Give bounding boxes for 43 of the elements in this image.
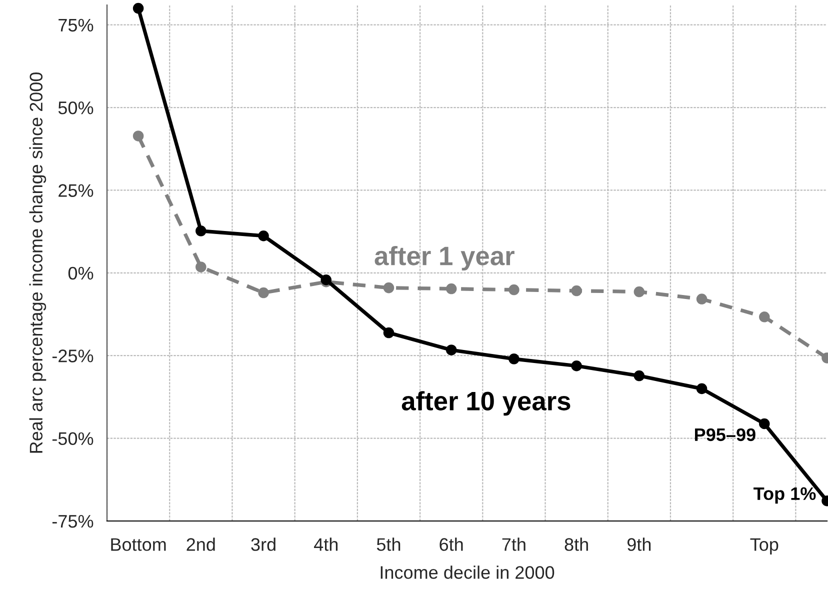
point <box>571 360 582 372</box>
y-tick-label: 25% <box>58 184 94 197</box>
y-tick-label: 50% <box>58 101 94 114</box>
point <box>383 327 394 338</box>
point <box>132 2 144 14</box>
y-tick-label: -75% <box>52 515 94 528</box>
point <box>759 418 770 430</box>
x-tick-label: 9th <box>627 538 651 551</box>
series-label: after 1 year <box>374 246 514 271</box>
point <box>446 283 457 294</box>
point <box>196 226 206 236</box>
annotation: P95–99 <box>695 428 756 442</box>
x-tick-label: Top <box>750 538 778 554</box>
point <box>696 383 708 394</box>
y-tick-label: -25% <box>52 350 94 362</box>
x-tick-label: 7th <box>502 538 526 551</box>
point <box>508 284 520 296</box>
x-axis-title: Income decile in 2000 <box>380 566 554 579</box>
point <box>696 294 708 304</box>
x-tick-label: Bottom <box>111 538 166 551</box>
point <box>132 130 144 142</box>
point <box>634 370 645 382</box>
series-label: after 10 years <box>402 391 570 416</box>
x-tick-label: 5th <box>376 538 400 551</box>
point <box>759 312 770 322</box>
x-tick-label: 8th <box>564 538 588 551</box>
point <box>634 286 645 298</box>
point <box>508 354 520 364</box>
point <box>258 287 269 298</box>
x-tick-label: 6th <box>440 538 463 551</box>
y-axis-title: Real arc percentage income change since 2000 <box>29 72 46 453</box>
point <box>196 262 206 272</box>
point <box>383 282 394 294</box>
point <box>446 344 457 356</box>
point <box>258 230 269 242</box>
annotation: Top 1% <box>754 487 816 504</box>
x-tick-label: 3rd <box>251 538 276 551</box>
x-tick-label: 4th <box>314 538 338 551</box>
y-tick-label: 75% <box>58 18 94 32</box>
point <box>571 285 582 296</box>
y-tick-label: -50% <box>52 432 94 446</box>
y-tick-label: 0% <box>68 266 94 280</box>
x-tick-label: 2nd <box>186 538 215 551</box>
